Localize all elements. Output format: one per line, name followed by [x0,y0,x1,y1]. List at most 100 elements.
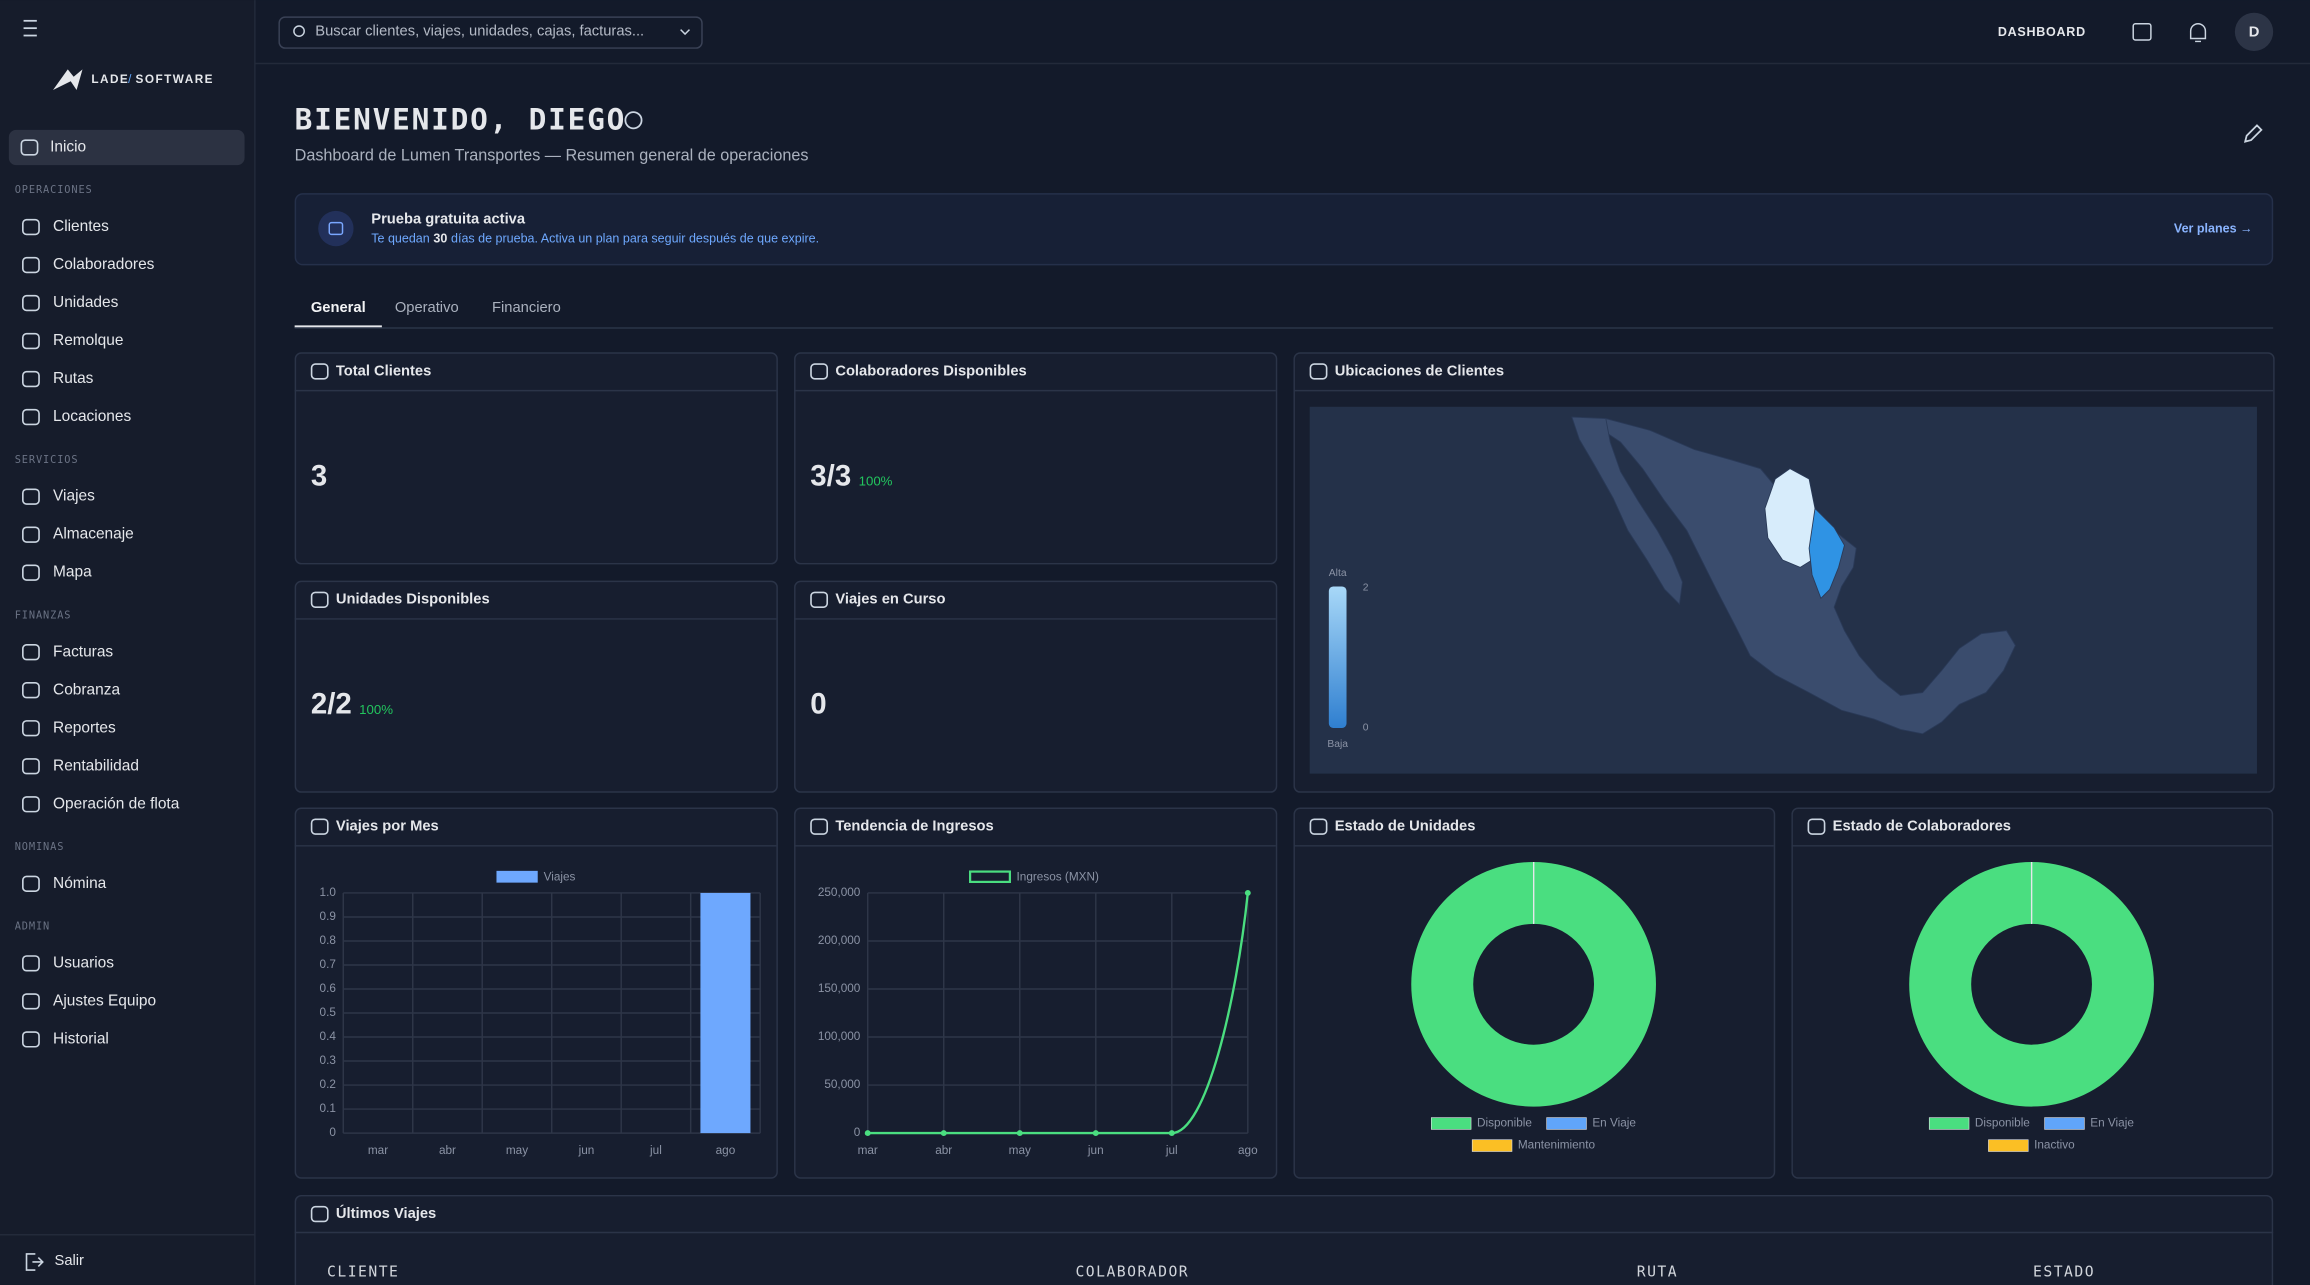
legend-swatch [496,870,538,883]
trial-text-part: Te quedan [371,232,429,246]
card-title: Colaboradores Disponibles [835,363,1026,379]
table-header: RUTA [1637,1263,1678,1280]
donut-segment [1411,862,1656,1107]
legend-label: En Viaje [1592,1117,1636,1130]
nav-item[interactable]: Rentabilidad [53,757,139,774]
y-tick-label: 200,000 [818,934,861,947]
trial-text: Te quedan 30 días de prueba. Activa un pla… [371,232,819,246]
point [1016,1130,1023,1137]
logo [53,69,83,91]
card [794,580,1278,793]
x-tick-label: jul [1165,1144,1178,1157]
icon [22,408,40,426]
kpi-percent: 100% [859,473,893,488]
icon [22,682,40,699]
y-tick-label: 0.6 [320,982,337,995]
nav-item[interactable]: Facturas [53,643,113,660]
y-tick-label: 0.2 [320,1078,336,1091]
legend-swatch [1546,1117,1587,1130]
table-card [294,1194,2274,1285]
trial-link[interactable]: Ver planes → [2174,222,2253,236]
nav-item[interactable]: Colaboradores [53,256,155,273]
y-tick-label: 50,000 [824,1078,860,1091]
nav-item[interactable]: Historial [53,1030,109,1047]
nav-item[interactable]: Remolque [53,332,123,349]
logout[interactable]: Salir [55,1253,85,1269]
card [1791,807,2274,1179]
kpi-value: 2/2 [311,688,352,721]
donut-segment [1909,862,2154,1107]
help-icon[interactable] [624,111,643,130]
y-tick-label: 0.3 [320,1054,337,1067]
nav-item[interactable]: Usuarios [53,954,114,971]
nav-item[interactable]: Almacenaje [53,526,134,543]
trial-icon [328,221,344,236]
tab[interactable]: General [311,300,366,316]
avatar[interactable] [2234,12,2274,52]
table-header: COLABORADOR [1075,1263,1189,1280]
card-icon [1309,363,1328,380]
nav-item[interactable]: Rutas [53,370,94,387]
point [1168,1130,1175,1137]
search-icon [293,25,305,38]
kpi-percent: 100% [359,702,393,717]
card [1293,807,1776,1179]
page-title: BIENVENIDO, DIEGO [295,102,627,136]
card-icon [810,818,829,835]
brand: SOFTWARE [136,73,214,86]
card-title: Viajes en Curso [835,592,945,608]
y-tick-label: 100,000 [818,1030,861,1043]
x-tick-label: abr [439,1144,456,1157]
tab[interactable]: Financiero [492,300,561,316]
y-tick-label: 0.1 [320,1102,336,1115]
nav-item[interactable]: Cobranza [53,681,120,698]
y-tick-label: 150,000 [818,982,861,995]
legend-swatch [2044,1117,2085,1130]
nav-item[interactable]: Reportes [53,719,116,736]
legend-swatch [1471,1139,1513,1152]
nav-item[interactable]: Ajustes Equipo [53,992,156,1009]
icon [22,332,40,350]
legend-label: En Viaje [2090,1117,2134,1130]
nav-item[interactable]: Clientes [53,218,109,235]
card-title: Tendencia de Ingresos [835,819,993,835]
icon [22,796,40,813]
y-tick-label: 250,000 [818,886,861,899]
tab[interactable]: Operativo [395,300,459,316]
nav-item[interactable]: Inicio [50,139,86,156]
colorbar-tick: 0 [1363,723,1369,734]
card-title: Viajes por Mes [336,819,439,835]
x-tick-label: jun [1087,1144,1104,1157]
nav-item[interactable]: Operación de flota [53,795,180,812]
nav-item[interactable]: Mapa [53,564,92,581]
topbar-nav[interactable]: DASHBOARD [1998,25,2086,39]
icon [22,875,40,892]
card-title: Total Clientes [336,363,431,379]
legend-label: Disponible [1477,1117,1532,1130]
trial-text-part: 30 [433,232,447,246]
nav-section: SERVICIOS [15,454,79,466]
search-chevron [680,29,690,36]
nav-item[interactable]: Locaciones [53,408,131,425]
nav-item[interactable]: Viajes [53,488,95,505]
trial-icon-bg [318,210,354,247]
bell-button[interactable] [2189,23,2207,43]
search[interactable] [278,16,703,49]
nav-item[interactable]: Unidades [53,294,119,311]
icon [22,526,40,543]
nav-item[interactable]: Nómina [53,875,107,892]
edit-button[interactable] [2243,124,2263,143]
legend-label: Viajes [544,871,576,884]
card-icon [1807,818,1826,835]
card-icon [310,363,329,380]
kpi-value: 0 [810,688,826,721]
card-title: Estado de Colaboradores [1833,819,2011,835]
card-title: Ubicaciones de Clientes [1335,363,1504,379]
logout-icon [25,1253,44,1271]
card-icon [310,818,329,835]
colorbar-label: Baja [1327,739,1348,750]
card [294,352,778,565]
point [864,1130,871,1137]
docs-button[interactable] [2132,23,2152,41]
legend-label: Mantenimiento [1518,1139,1596,1152]
